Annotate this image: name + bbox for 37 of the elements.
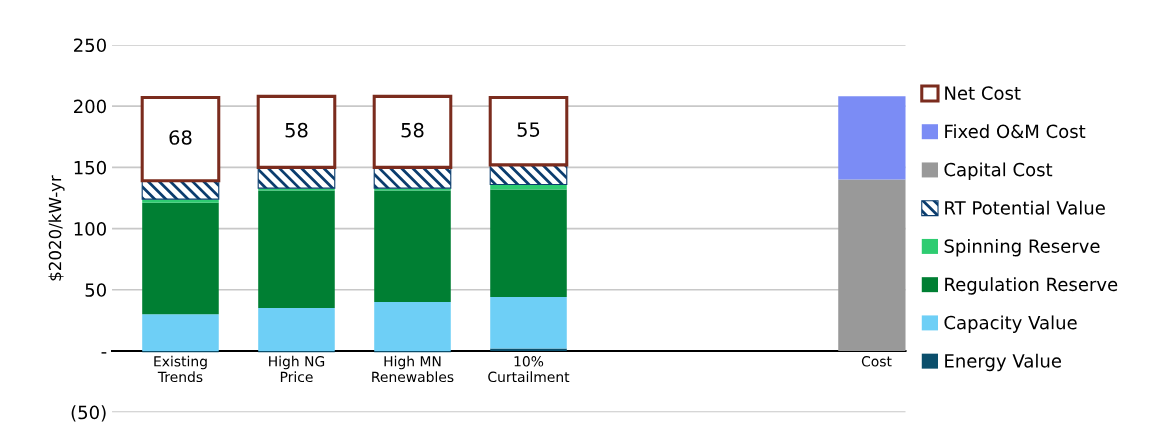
bar [258, 308, 335, 351]
bar [374, 302, 451, 351]
y-tick-label: 100 [74, 222, 106, 236]
legend-label: Energy Value [945, 353, 1062, 372]
bar [374, 190, 451, 302]
bar [490, 297, 567, 349]
x-tick-label: High NG Price [269, 355, 325, 383]
legend-label: Fixed O&M Cost [945, 124, 1086, 139]
bar [141, 180, 220, 200]
legend-label: Net Cost [945, 86, 1021, 100]
x-tick-label: Cost [861, 356, 892, 367]
legend-label: RT Potential Value [945, 200, 1105, 215]
bar [373, 166, 452, 189]
y-tick-label: 150 [74, 160, 106, 175]
y-tick-label: 200 [74, 99, 106, 114]
x-tick-label: Existing Trends [154, 355, 207, 383]
data-label: 58 [401, 122, 424, 138]
legend-label: Spinning Reserve [944, 238, 1100, 257]
data-label: 55 [517, 122, 540, 137]
y-tick-label: (50) [71, 405, 106, 422]
data-label: 58 [285, 122, 308, 138]
legend-label: Capacity Value [944, 315, 1077, 333]
bar [490, 189, 567, 298]
data-label: 68 [169, 130, 192, 145]
x-tick-label: 10% Curtailment [488, 356, 570, 383]
y-tick-label: - [101, 352, 107, 354]
y-axis-title: $2020/kW-yr [48, 175, 65, 281]
bar [489, 164, 568, 186]
bar [258, 190, 335, 309]
bar [142, 202, 219, 315]
legend-label: Capital Cost [944, 162, 1053, 180]
y-tick-label: 50 [85, 283, 106, 297]
bar [257, 166, 336, 189]
legend-label: Regulation Reserve [945, 277, 1118, 295]
y-tick-label: 250 [74, 38, 106, 53]
bar [142, 314, 219, 351]
x-tick-label: High MN Renewables [372, 355, 454, 383]
